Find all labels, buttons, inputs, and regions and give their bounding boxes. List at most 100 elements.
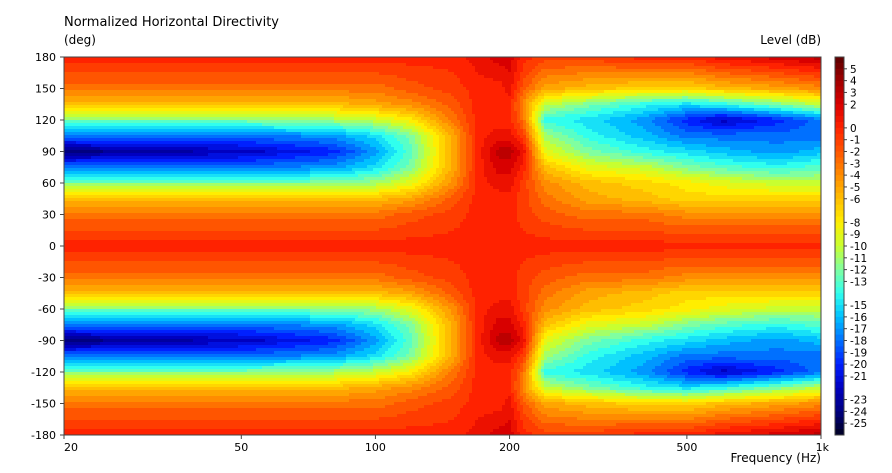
heatmap-cell	[505, 60, 508, 63]
heatmap-cell	[118, 96, 121, 99]
heatmap-cell	[205, 108, 208, 111]
heatmap-cell	[133, 78, 136, 81]
heatmap-cell	[436, 69, 439, 72]
heatmap-cell	[262, 81, 265, 84]
heatmap-cell	[598, 81, 601, 84]
heatmap-cell	[262, 57, 265, 60]
heatmap-cell	[610, 63, 613, 66]
heatmap-cell	[433, 75, 436, 78]
heatmap-cell	[241, 57, 244, 60]
heatmap-cell	[298, 72, 301, 75]
heatmap-cell	[802, 93, 805, 96]
heatmap-cell	[241, 87, 244, 90]
heatmap-cell	[469, 96, 472, 99]
heatmap-cell	[568, 57, 571, 60]
heatmap-cell	[505, 81, 508, 84]
heatmap-cell	[766, 87, 769, 90]
heatmap-cell	[526, 57, 529, 60]
heatmap-cell	[250, 93, 253, 96]
heatmap-cell	[214, 90, 217, 93]
heatmap-cell	[676, 87, 679, 90]
heatmap-cell	[385, 108, 388, 111]
heatmap-cell	[232, 105, 235, 108]
heatmap-cell	[694, 102, 697, 105]
heatmap-cell	[151, 63, 154, 66]
heatmap-cell	[313, 78, 316, 81]
heatmap-cell	[172, 81, 175, 84]
heatmap-cell	[361, 63, 364, 66]
heatmap-cell	[172, 108, 175, 111]
heatmap-cell	[436, 60, 439, 63]
heatmap-cell	[508, 75, 511, 78]
heatmap-cell	[346, 108, 349, 111]
heatmap-cell	[88, 93, 91, 96]
heatmap-cell	[463, 84, 466, 87]
heatmap-cell	[544, 60, 547, 63]
heatmap-cell	[595, 96, 598, 99]
heatmap-cell	[421, 69, 424, 72]
heatmap-cell	[784, 63, 787, 66]
heatmap-cell	[739, 90, 742, 93]
heatmap-cell	[526, 72, 529, 75]
heatmap-cell	[619, 99, 622, 102]
heatmap-cell	[241, 78, 244, 81]
heatmap-cell	[97, 108, 100, 111]
heatmap-cell	[220, 66, 223, 69]
heatmap-cell	[340, 60, 343, 63]
heatmap-cell	[136, 99, 139, 102]
heatmap-cell	[244, 57, 247, 60]
heatmap-cell	[688, 66, 691, 69]
heatmap-cell	[652, 72, 655, 75]
heatmap-cell	[181, 66, 184, 69]
heatmap-cell	[466, 111, 469, 114]
heatmap-cell	[451, 66, 454, 69]
heatmap-cell	[586, 66, 589, 69]
heatmap-cell	[142, 78, 145, 81]
heatmap-cell	[322, 87, 325, 90]
heatmap-cell	[157, 105, 160, 108]
heatmap-cell	[502, 75, 505, 78]
heatmap-cell	[697, 81, 700, 84]
heatmap-cell	[376, 75, 379, 78]
heatmap-cell	[193, 78, 196, 81]
heatmap-cell	[394, 63, 397, 66]
heatmap-cell	[301, 90, 304, 93]
heatmap-cell	[457, 111, 460, 114]
heatmap-cell	[685, 63, 688, 66]
heatmap-cell	[628, 93, 631, 96]
heatmap-cell	[454, 78, 457, 81]
heatmap-cell	[289, 114, 292, 117]
heatmap-cell	[64, 99, 67, 102]
heatmap-cell	[430, 87, 433, 90]
heatmap-cell	[775, 108, 778, 111]
heatmap-cell	[436, 102, 439, 105]
heatmap-cell	[232, 99, 235, 102]
heatmap-cell	[346, 69, 349, 72]
heatmap-cell	[193, 72, 196, 75]
heatmap-cell	[448, 78, 451, 81]
heatmap-cell	[337, 63, 340, 66]
heatmap-cell	[532, 63, 535, 66]
heatmap-cell	[547, 75, 550, 78]
heatmap-cell	[406, 111, 409, 114]
heatmap-cell	[331, 84, 334, 87]
heatmap-cell	[622, 111, 625, 114]
heatmap-cell	[709, 111, 712, 114]
heatmap-cell	[325, 114, 328, 117]
heatmap-cell	[316, 69, 319, 72]
heatmap-cell	[196, 96, 199, 99]
heatmap-cell	[94, 75, 97, 78]
heatmap-cell	[748, 63, 751, 66]
heatmap-cell	[250, 78, 253, 81]
heatmap-cell	[103, 93, 106, 96]
heatmap-cell	[427, 81, 430, 84]
heatmap-cell	[799, 72, 802, 75]
heatmap-cell	[778, 75, 781, 78]
heatmap-cell	[403, 69, 406, 72]
heatmap-cell	[412, 81, 415, 84]
heatmap-cell	[133, 69, 136, 72]
heatmap-cell	[145, 81, 148, 84]
heatmap-cell	[520, 78, 523, 81]
heatmap-cell	[547, 81, 550, 84]
heatmap-cell	[424, 105, 427, 108]
